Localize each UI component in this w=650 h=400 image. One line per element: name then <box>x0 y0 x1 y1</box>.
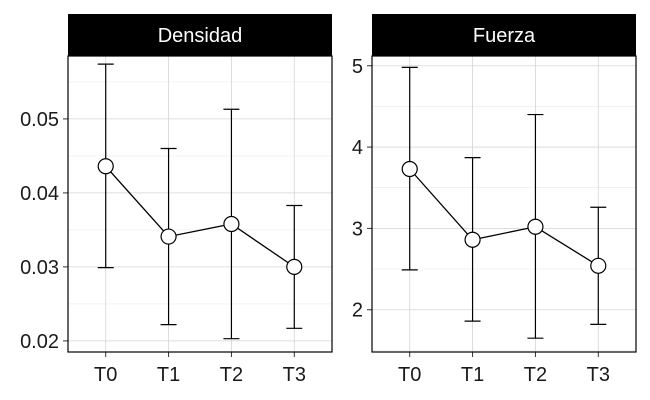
y-tick-label: 5 <box>352 56 363 78</box>
x-tick-label: T0 <box>398 364 421 386</box>
y-tick-label: 3 <box>352 218 363 240</box>
data-point <box>160 228 177 245</box>
panel-title: Densidad <box>158 25 243 47</box>
strip-fuerza <box>372 14 636 56</box>
y-tick-label: 4 <box>352 137 363 159</box>
x-tick-label: T3 <box>587 364 610 386</box>
series-line <box>409 168 599 267</box>
data-point <box>464 231 481 248</box>
data-point <box>590 257 607 274</box>
data-point <box>401 160 418 178</box>
panel-fuerza: Fuerza 2 3 4 5 T0 T1 T2 T3 <box>352 14 637 386</box>
y-tick-label: 0.05 <box>20 109 59 131</box>
strip-densidad <box>68 14 332 56</box>
x-tick-label: T0 <box>94 364 117 386</box>
series-line <box>105 165 295 268</box>
y-tick-label: 0.04 <box>20 183 59 205</box>
y-axis: 0.02 0.03 0.04 0.05 <box>20 109 68 353</box>
data-point <box>97 158 114 175</box>
x-axis: T0 T1 T2 T3 <box>94 352 306 386</box>
x-tick-label: T3 <box>283 364 306 386</box>
panel-title: Fuerza <box>473 25 536 47</box>
x-axis: T0 T1 T2 T3 <box>398 352 610 386</box>
panel-frame <box>371 55 637 353</box>
y-tick-label: 2 <box>352 300 363 322</box>
data-point <box>286 258 303 275</box>
x-tick-label: T1 <box>461 364 484 386</box>
panel-frame <box>67 55 333 353</box>
data-points <box>401 160 607 274</box>
data-point <box>223 215 240 233</box>
y-tick-label: 0.02 <box>20 331 59 353</box>
panel-densidad: Densidad 0.02 0.03 0.04 0.05 T0 T1 T2 T3 <box>20 14 333 386</box>
x-tick-label: T2 <box>220 364 243 386</box>
data-points <box>97 158 303 275</box>
y-tick-label: 0.03 <box>20 257 59 279</box>
y-axis: 2 3 4 5 <box>352 56 372 322</box>
x-tick-label: T1 <box>157 364 180 386</box>
x-tick-label: T2 <box>524 364 547 386</box>
data-point <box>527 218 544 235</box>
